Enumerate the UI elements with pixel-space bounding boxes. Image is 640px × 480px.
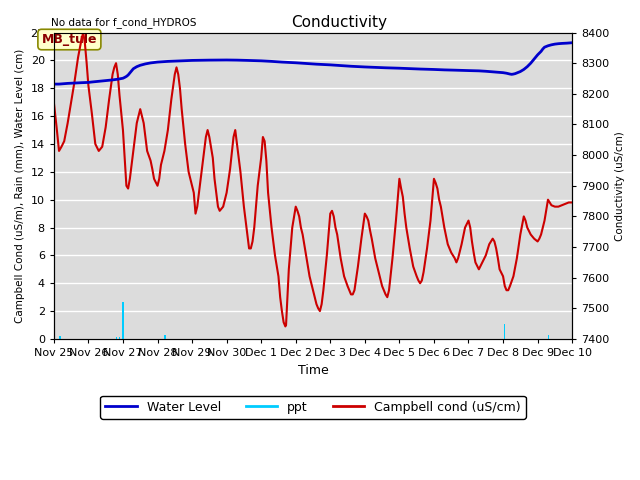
Text: No data for f_cond_HYDROS: No data for f_cond_HYDROS [51,17,196,28]
X-axis label: Time: Time [298,363,328,376]
Bar [60,336,61,339]
Legend: Water Level, ppt, Campbell cond (uS/cm): Water Level, ppt, Campbell cond (uS/cm) [100,396,525,419]
Bar [164,335,166,339]
Text: MB_tule: MB_tule [42,33,97,46]
Bar [548,335,549,339]
Y-axis label: Conductivity (uS/cm): Conductivity (uS/cm) [615,131,625,240]
Title: Conductivity: Conductivity [291,15,387,30]
Bar [116,337,117,339]
Bar [119,337,120,339]
Y-axis label: Campbell Cond (uS/m), Rain (mm), Water Level (cm): Campbell Cond (uS/m), Rain (mm), Water L… [15,48,25,323]
Bar [504,324,506,339]
Bar [122,302,124,339]
